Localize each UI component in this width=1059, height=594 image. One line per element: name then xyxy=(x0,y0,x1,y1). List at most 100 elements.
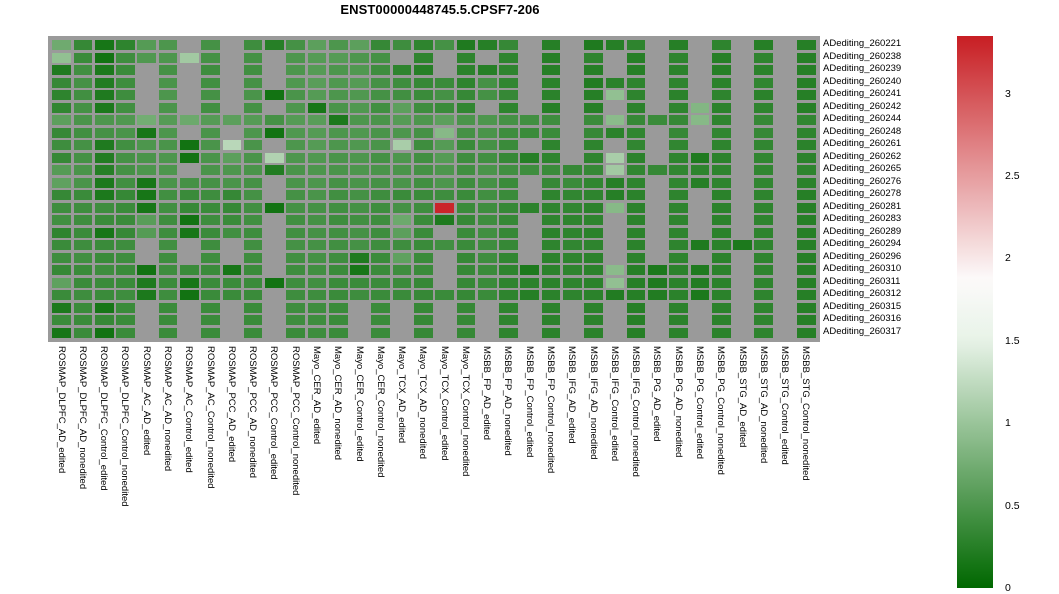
heatmap-cell xyxy=(733,40,752,51)
heatmap-cell xyxy=(201,290,220,301)
heatmap-cell xyxy=(179,315,199,326)
heatmap-cell xyxy=(605,152,625,163)
heatmap-cell xyxy=(690,227,710,238)
heatmap-cell xyxy=(243,115,263,126)
heatmap-cell xyxy=(520,265,540,276)
heatmap-cell xyxy=(52,65,71,76)
heatmap-cell xyxy=(52,315,71,326)
heatmap-cell xyxy=(648,227,667,238)
column-label: ROSMAP_AC_AD_edited xyxy=(140,346,152,456)
heatmap-cell xyxy=(626,252,646,263)
heatmap-cell xyxy=(669,227,689,238)
heatmap-cell xyxy=(520,277,540,288)
heatmap-cell xyxy=(733,152,752,163)
heatmap-cell xyxy=(648,327,667,338)
heatmap-cell xyxy=(648,315,667,326)
heatmap-cell xyxy=(797,277,816,288)
heatmap-cell xyxy=(350,77,369,88)
heatmap-cell xyxy=(243,177,263,188)
heatmap-cell xyxy=(73,327,93,338)
heatmap-cell xyxy=(669,65,689,76)
heatmap-cell xyxy=(648,177,667,188)
heatmap-cell xyxy=(584,227,603,238)
heatmap-cell xyxy=(328,115,348,126)
heatmap-cell xyxy=(499,327,518,338)
heatmap-cell xyxy=(541,190,561,201)
heatmap-cell xyxy=(754,215,774,226)
heatmap-cell xyxy=(499,102,518,113)
heatmap-cell xyxy=(584,215,603,226)
column-label: ROSMAP_AC_Control_nonedited xyxy=(204,346,216,489)
heatmap-cell xyxy=(52,302,71,313)
heatmap-cell xyxy=(669,252,689,263)
heatmap-cell xyxy=(350,252,369,263)
heatmap-cell xyxy=(669,215,689,226)
heatmap-cell xyxy=(371,90,391,101)
row-label: ADediting_260239 xyxy=(823,63,902,75)
heatmap-cell xyxy=(520,165,540,176)
heatmap-cell xyxy=(520,65,540,76)
heatmap-cell xyxy=(328,165,348,176)
heatmap-cell xyxy=(754,315,774,326)
heatmap-cell xyxy=(179,152,199,163)
heatmap-cell xyxy=(286,277,306,288)
heatmap-cell xyxy=(733,140,752,151)
heatmap-cell xyxy=(94,227,114,238)
heatmap-cell xyxy=(286,115,306,126)
heatmap-cell xyxy=(265,90,284,101)
heatmap-cell xyxy=(116,240,135,251)
heatmap-cell xyxy=(562,127,582,138)
heatmap-cell xyxy=(520,90,540,101)
column-label: MSBB_FP_AD_nonedited xyxy=(502,346,514,456)
heatmap-cell xyxy=(711,90,731,101)
heatmap-cell xyxy=(52,127,71,138)
heatmap-cell xyxy=(754,52,774,63)
colorbar xyxy=(957,36,993,588)
heatmap-cell xyxy=(179,302,199,313)
heatmap-cell xyxy=(73,302,93,313)
heatmap-cell xyxy=(116,152,135,163)
heatmap-cell xyxy=(711,215,731,226)
heatmap-cell xyxy=(94,177,114,188)
heatmap-cell xyxy=(73,165,93,176)
heatmap-cell xyxy=(435,327,454,338)
heatmap-cell xyxy=(392,165,412,176)
heatmap-cell xyxy=(690,315,710,326)
heatmap-cell xyxy=(137,277,157,288)
heatmap-cell xyxy=(797,40,816,51)
heatmap-cell xyxy=(626,177,646,188)
heatmap-cell xyxy=(392,240,412,251)
heatmap-cell xyxy=(690,77,710,88)
heatmap-cell xyxy=(456,77,476,88)
heatmap-cell xyxy=(541,302,561,313)
heatmap-cell xyxy=(775,277,795,288)
heatmap-cell xyxy=(158,302,178,313)
heatmap-cell xyxy=(201,165,220,176)
heatmap-cell xyxy=(371,327,391,338)
heatmap-cell xyxy=(456,90,476,101)
heatmap-cell xyxy=(201,40,220,51)
heatmap-cell xyxy=(797,115,816,126)
heatmap-cell xyxy=(371,252,391,263)
heatmap-cell xyxy=(797,65,816,76)
column-label: ROSMAP_AC_AD_nonedited xyxy=(162,346,174,472)
heatmap-cell xyxy=(52,290,71,301)
heatmap-cell xyxy=(201,90,220,101)
row-label: ADediting_260317 xyxy=(823,325,902,337)
heatmap-cell xyxy=(541,65,561,76)
heatmap-cell xyxy=(733,252,752,263)
heatmap-cell xyxy=(669,127,689,138)
heatmap-cell xyxy=(265,165,284,176)
heatmap-cell xyxy=(754,227,774,238)
heatmap-cell xyxy=(797,190,816,201)
heatmap-cell xyxy=(116,140,135,151)
heatmap-cell xyxy=(605,140,625,151)
heatmap-cell xyxy=(222,65,242,76)
heatmap-cell xyxy=(73,202,93,213)
heatmap-cell xyxy=(456,302,476,313)
heatmap-cell xyxy=(584,65,603,76)
heatmap-cell xyxy=(477,215,497,226)
heatmap-cell xyxy=(243,215,263,226)
heatmap-cell xyxy=(201,52,220,63)
heatmap-cell xyxy=(286,65,306,76)
